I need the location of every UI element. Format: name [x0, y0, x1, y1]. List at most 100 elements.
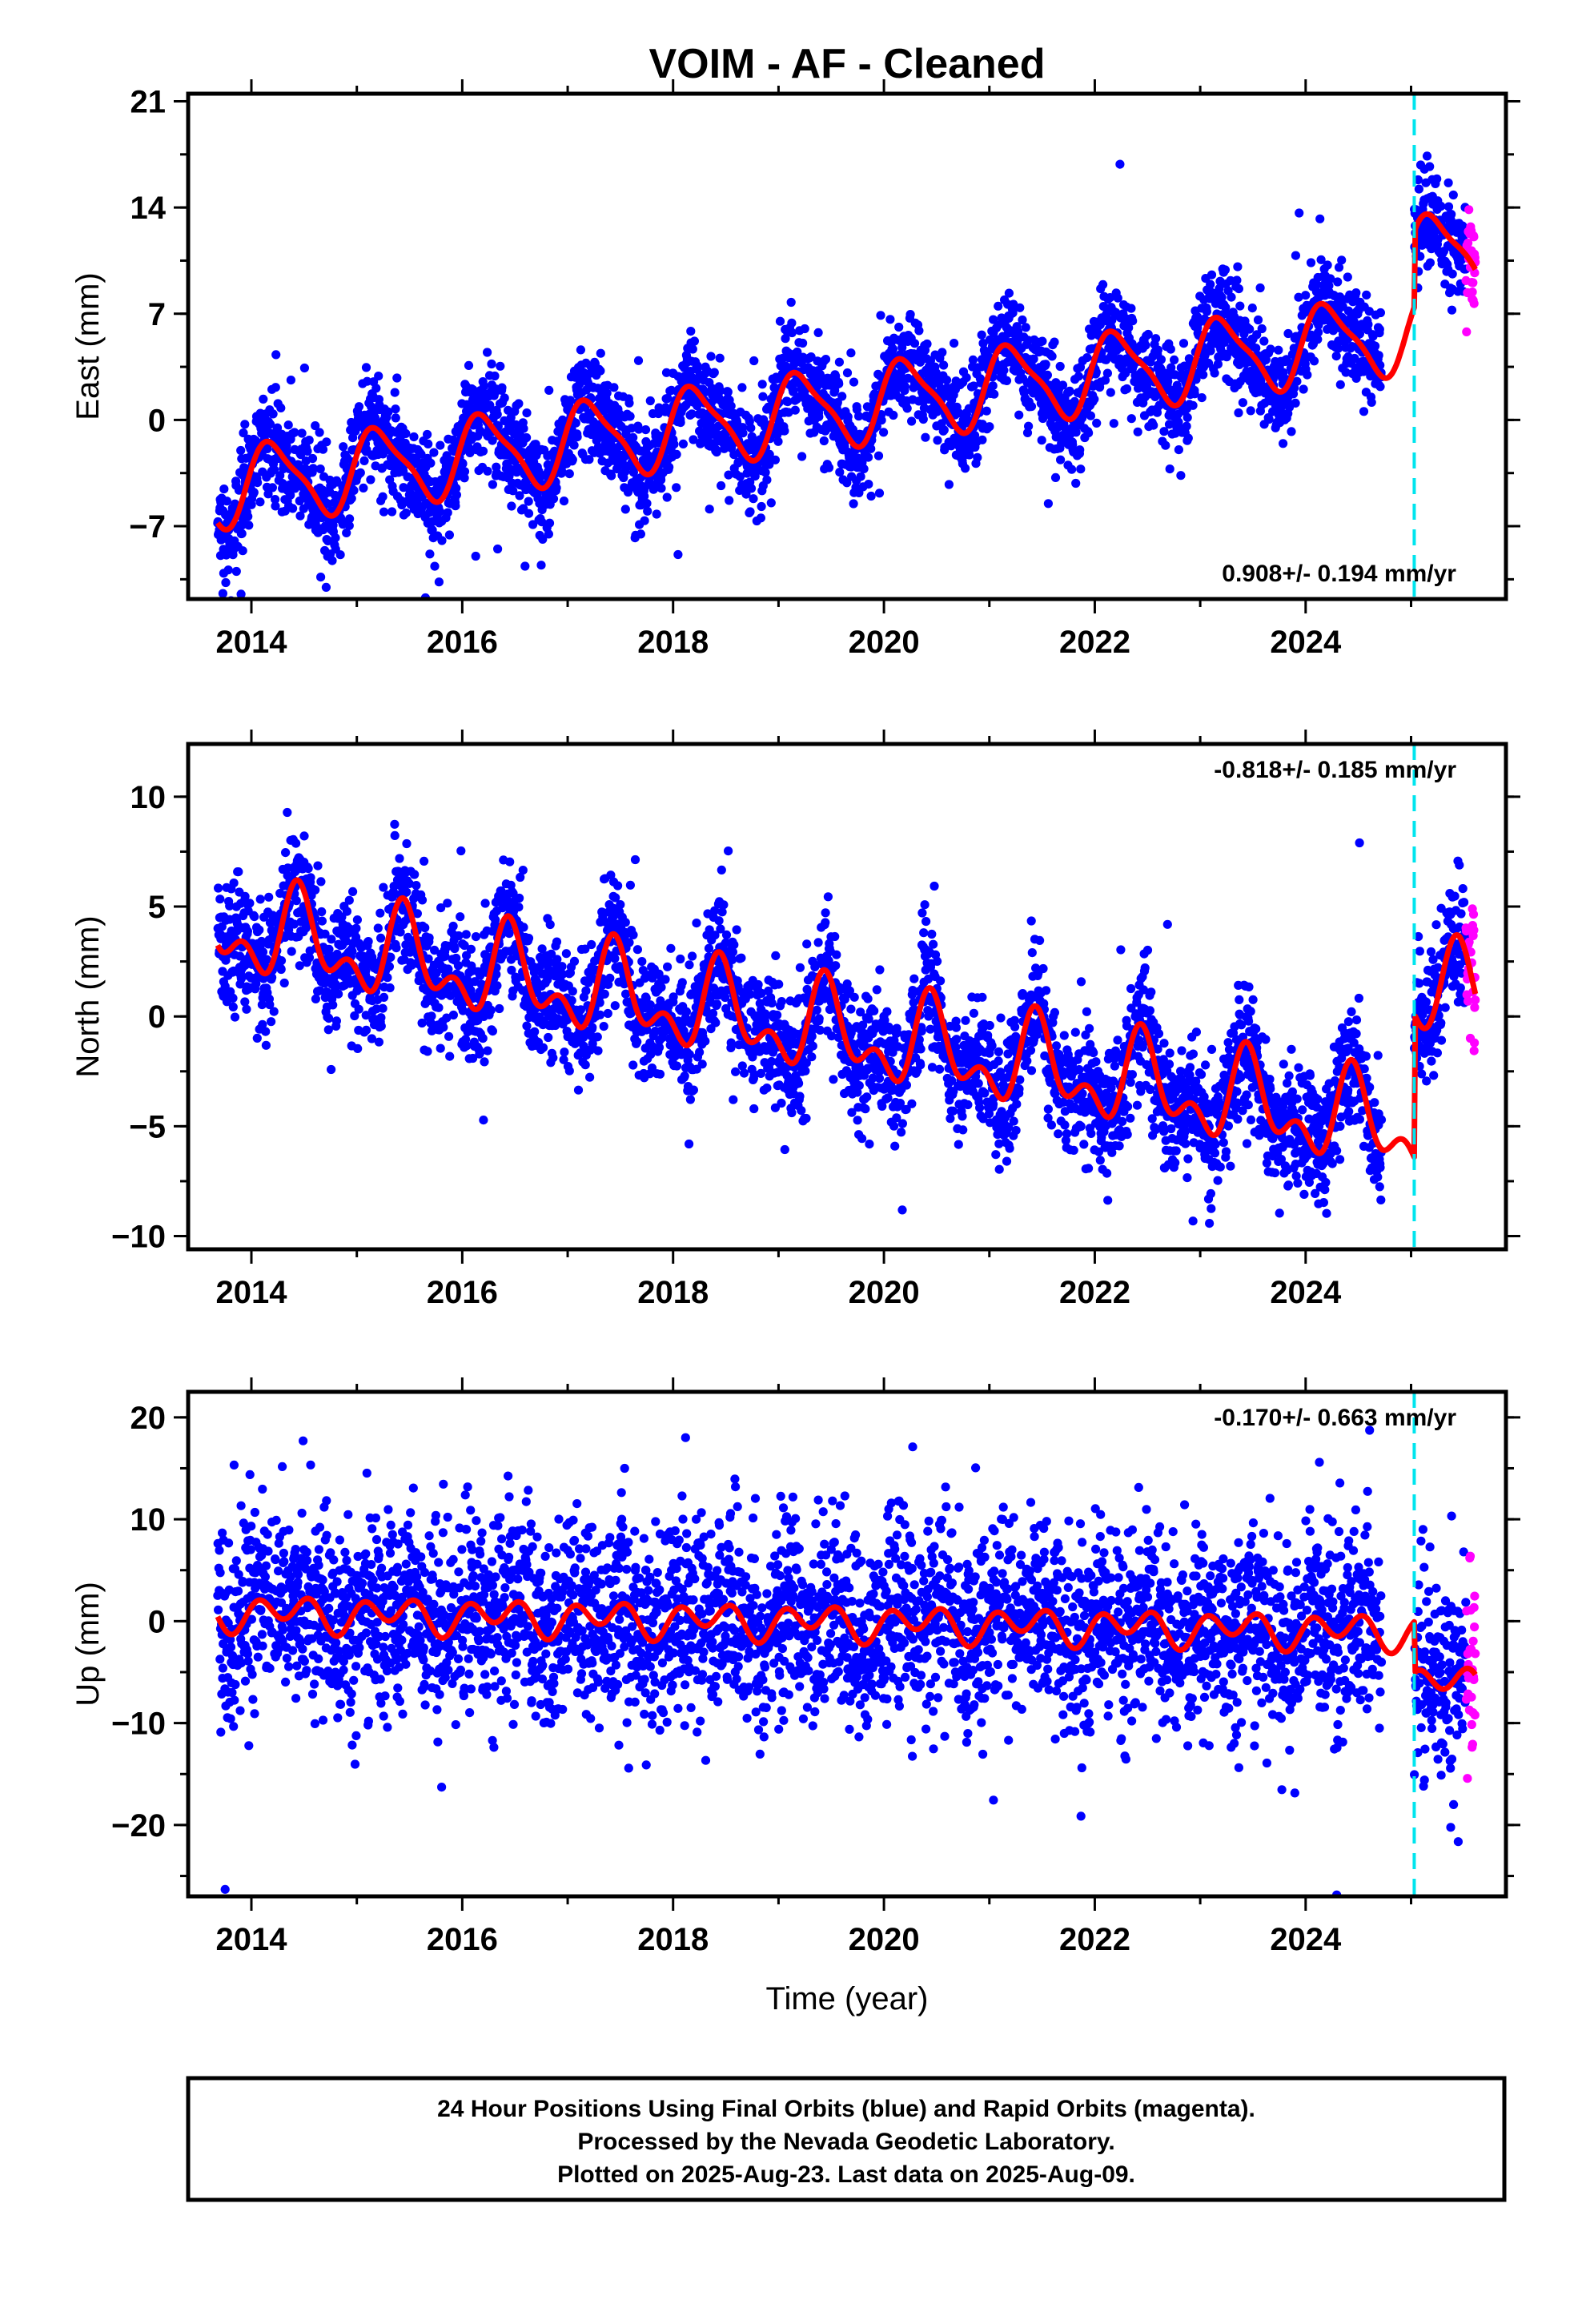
final-orbit-point: [299, 831, 309, 841]
final-orbit-point: [900, 381, 909, 392]
final-orbit-point: [1331, 352, 1341, 361]
final-orbit-point: [479, 1116, 488, 1125]
final-orbit-point: [990, 389, 999, 399]
final-orbit-point: [271, 501, 280, 511]
final-orbit-point: [988, 381, 998, 391]
final-orbit-point: [559, 1055, 568, 1064]
final-orbit-point: [624, 398, 634, 408]
final-orbit-point: [373, 923, 383, 933]
final-orbit-point: [689, 336, 700, 346]
final-orbit-point: [303, 446, 312, 456]
final-orbit-point: [1008, 308, 1018, 318]
final-orbit-point: [1090, 394, 1099, 404]
final-orbit-point: [962, 373, 971, 383]
final-orbit-point: [443, 899, 452, 908]
final-orbit-point: [756, 513, 766, 523]
final-orbit-point: [243, 927, 252, 936]
final-orbit-point: [544, 529, 554, 539]
final-orbit-point: [1026, 402, 1037, 412]
final-orbit-point: [724, 470, 733, 480]
final-orbit-point: [445, 1051, 455, 1061]
final-orbit-point: [1058, 380, 1068, 390]
final-orbit-point: [374, 1037, 383, 1047]
final-orbit-point: [1109, 419, 1118, 428]
final-orbit-point: [471, 932, 481, 942]
final-orbit-point: [1113, 293, 1122, 303]
final-orbit-point: [1100, 376, 1110, 385]
final-orbit-point: [1227, 292, 1236, 302]
final-orbit-point: [454, 931, 464, 941]
final-orbit-point: [342, 907, 351, 916]
final-orbit-point: [552, 937, 562, 947]
final-orbit-point: [1092, 418, 1102, 428]
final-orbit-point: [595, 998, 604, 1007]
final-orbit-point: [1295, 208, 1304, 218]
final-orbit-point: [1294, 292, 1303, 302]
final-orbit-point: [1326, 274, 1335, 283]
final-orbit-point: [460, 467, 470, 476]
final-orbit-point: [1207, 270, 1217, 279]
final-orbit-point: [289, 919, 299, 929]
final-orbit-point: [939, 360, 949, 370]
final-orbit-point: [367, 1034, 376, 1043]
final-orbit-point: [628, 432, 638, 443]
final-orbit-point: [687, 409, 697, 419]
x-tick-label: 2016: [427, 625, 498, 660]
final-orbit-point: [315, 464, 325, 474]
final-orbit-point: [255, 895, 265, 904]
final-orbit-point: [344, 895, 354, 905]
final-orbit-point: [757, 501, 766, 512]
final-orbit-point: [1283, 328, 1293, 339]
final-orbit-point: [686, 327, 696, 336]
final-orbit-point: [236, 974, 246, 983]
final-orbit-point: [317, 916, 327, 926]
panel-frame: [186, 91, 1508, 601]
final-orbit-point: [1341, 368, 1351, 377]
final-orbit-point: [258, 947, 268, 957]
final-orbit-point: [552, 955, 562, 964]
final-orbit-point: [279, 978, 289, 988]
final-orbit-point: [761, 468, 770, 477]
final-orbit-point: [448, 1010, 459, 1020]
final-orbit-point: [444, 964, 453, 974]
final-orbit-point: [514, 399, 524, 408]
final-orbit-point: [790, 405, 800, 415]
final-orbit-point: [814, 412, 824, 422]
final-orbit-point: [428, 525, 437, 535]
final-orbit-point: [1164, 420, 1174, 429]
final-orbit-point: [557, 468, 567, 477]
final-orbit-point: [863, 452, 873, 462]
final-orbit-point: [640, 516, 649, 525]
final-orbit-point: [320, 929, 330, 939]
final-orbit-point: [1252, 330, 1262, 340]
final-orbit-point: [640, 425, 651, 435]
final-orbit-point: [495, 1003, 504, 1014]
final-orbit-point: [258, 1019, 267, 1029]
final-orbit-point: [537, 944, 547, 954]
x-tick-label: 2024: [1270, 625, 1342, 660]
final-orbit-point: [1176, 471, 1186, 480]
final-orbit-point: [576, 345, 586, 355]
final-orbit-point: [735, 472, 745, 481]
final-orbit-point: [1076, 464, 1086, 474]
final-orbit-point: [621, 429, 631, 439]
final-orbit-point: [545, 919, 555, 930]
final-orbit-point: [395, 854, 404, 863]
final-orbit-point: [276, 964, 286, 975]
final-orbit-point: [228, 1002, 238, 1011]
final-orbit-point: [568, 455, 577, 464]
final-orbit-point: [982, 406, 991, 416]
final-orbit-point: [1065, 386, 1074, 396]
final-orbit-point: [430, 945, 440, 955]
rapid-orbit-point: [1468, 278, 1478, 287]
final-orbit-point: [255, 925, 264, 935]
final-orbit-point: [1014, 410, 1024, 420]
final-orbit-point: [451, 501, 460, 511]
final-orbit-point: [1183, 433, 1193, 443]
final-orbit-point: [1086, 411, 1095, 420]
final-orbit-point: [907, 416, 917, 426]
final-orbit-point: [1362, 290, 1371, 300]
final-orbit-point: [1197, 393, 1207, 403]
final-orbit-point: [295, 496, 304, 506]
final-orbit-point: [243, 512, 253, 521]
